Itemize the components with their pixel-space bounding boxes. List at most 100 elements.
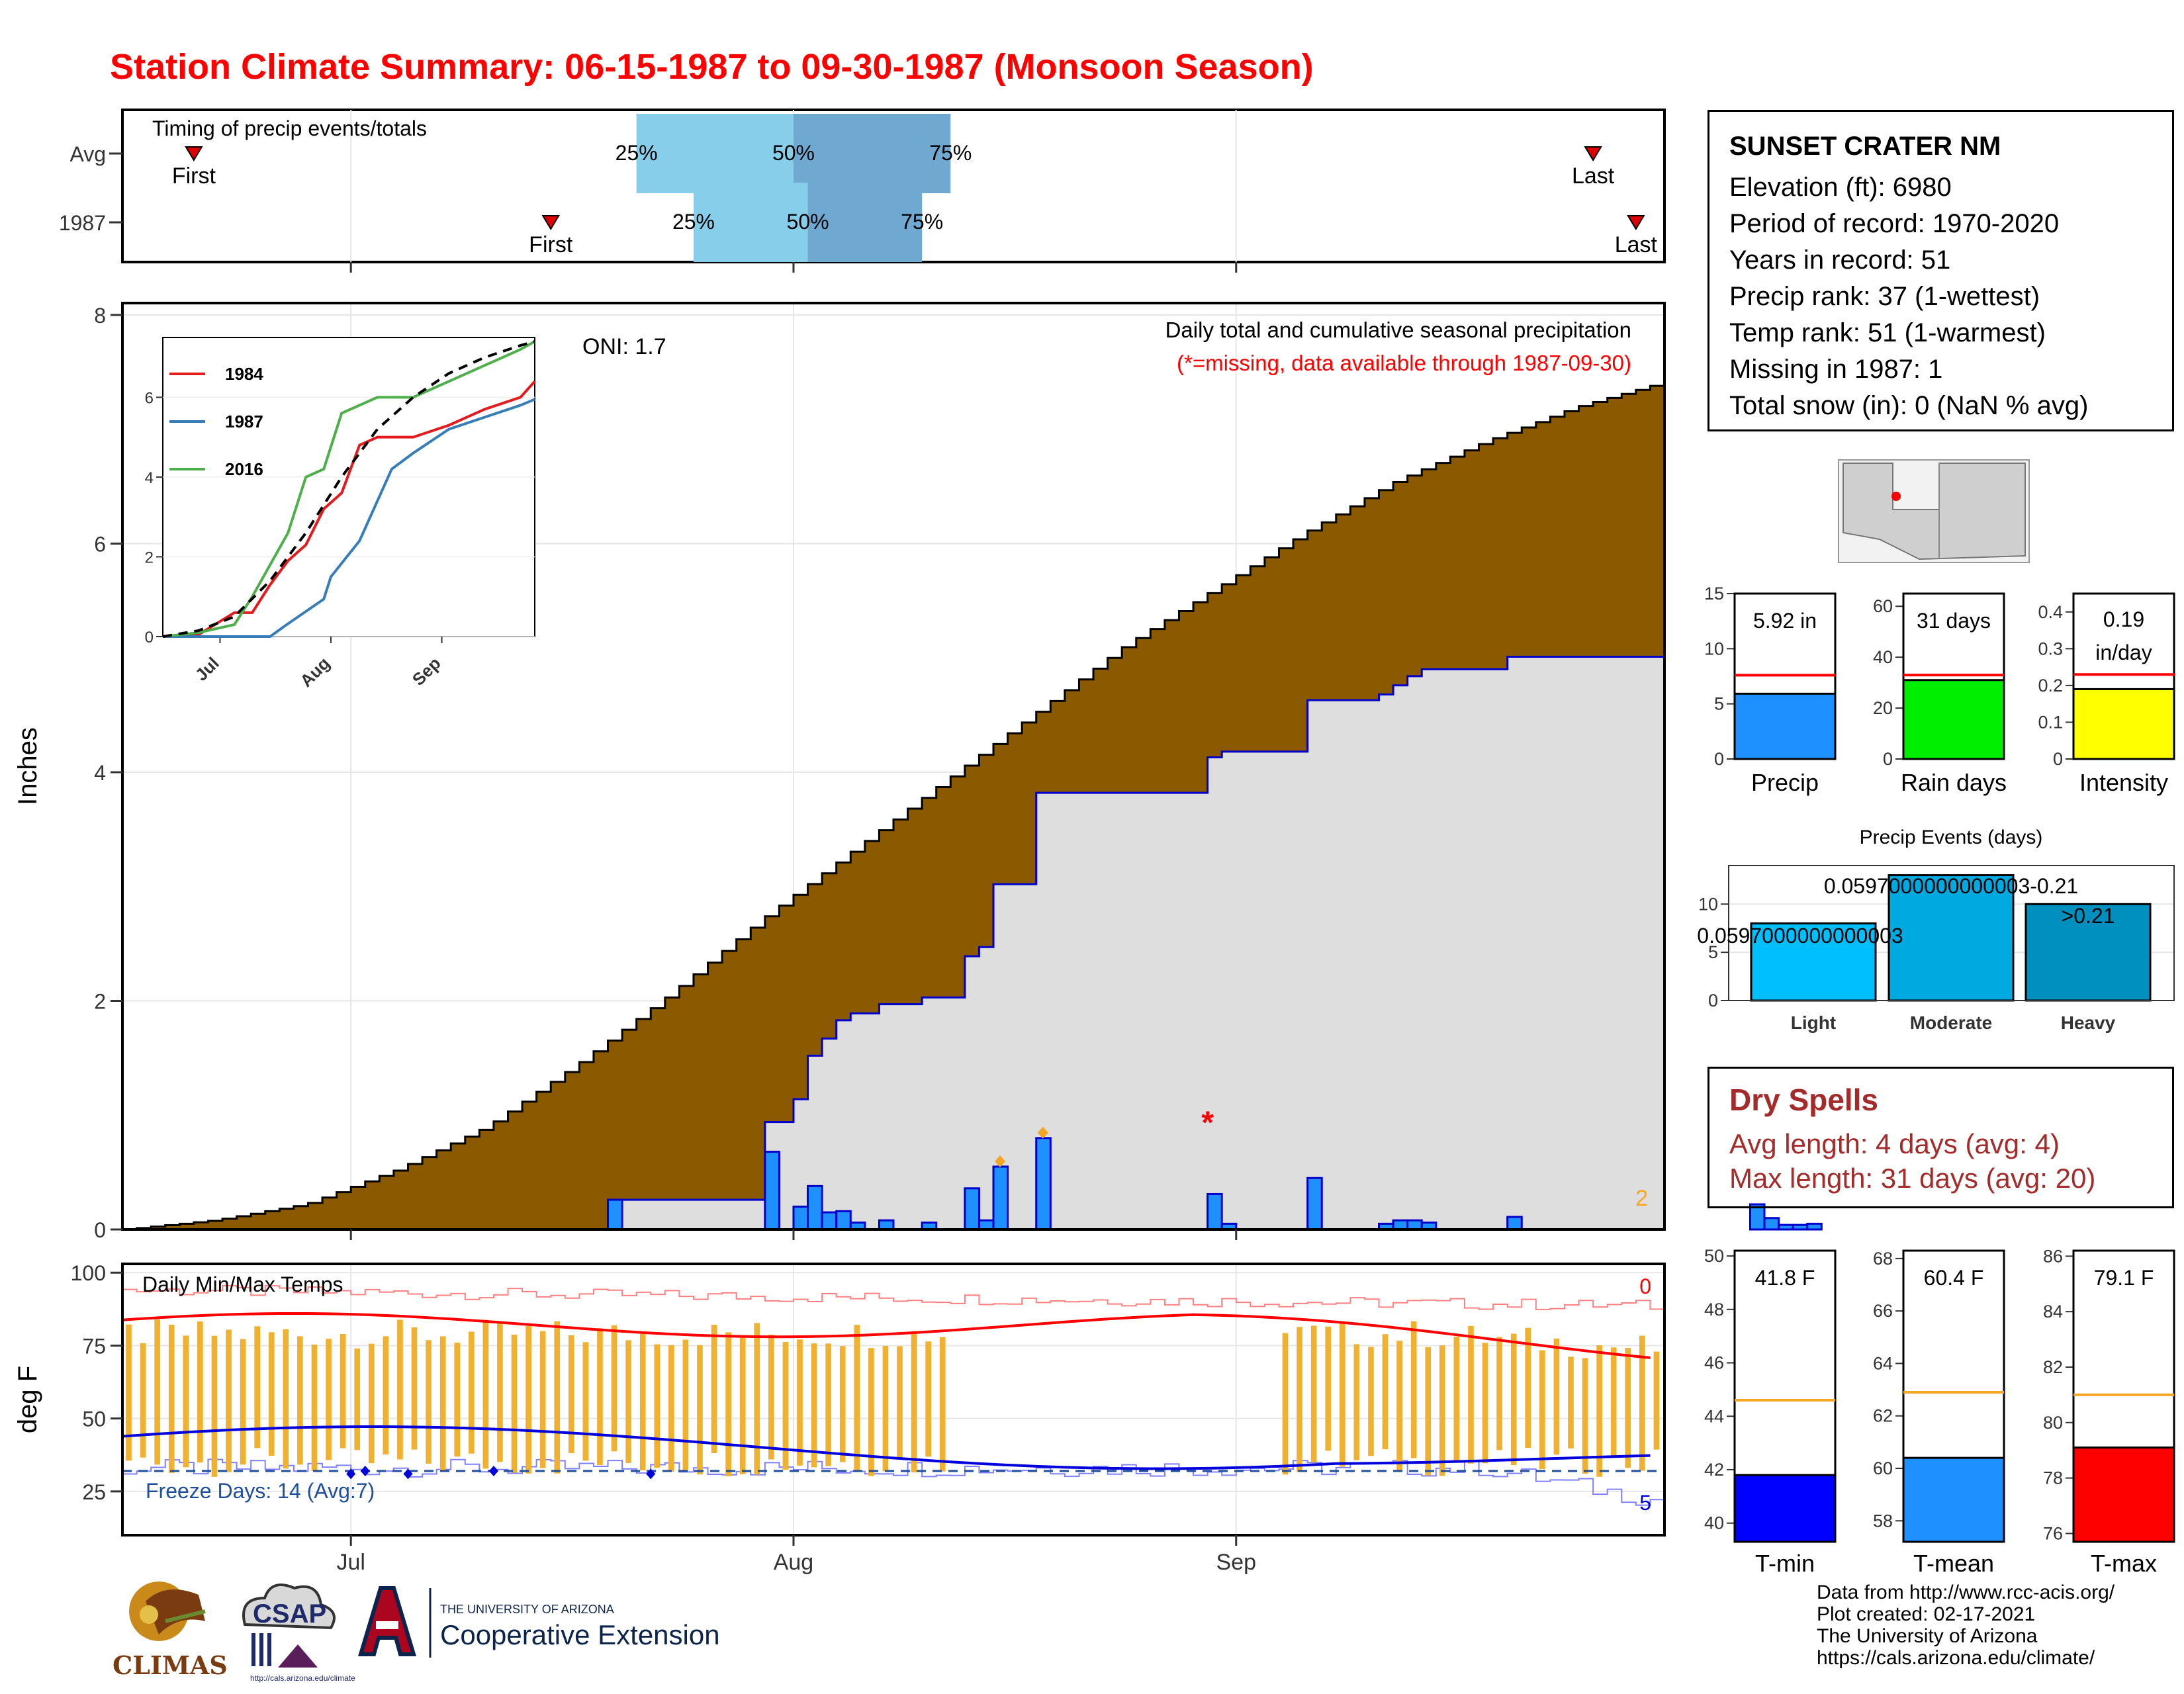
daily-temp-bar-11 bbox=[283, 1329, 289, 1469]
precip-ytick-label-4: 8 bbox=[94, 304, 106, 328]
daily-temp-bar-10 bbox=[268, 1332, 275, 1456]
daily-temp-bar-25 bbox=[482, 1319, 489, 1469]
summary-precip-label-1: Rain days bbox=[1901, 769, 2007, 796]
avg-tmax-line bbox=[122, 1312, 1651, 1359]
temps-ylabel: deg F bbox=[13, 1366, 42, 1433]
precip-events-range-light: 0.0597000000000003 bbox=[1697, 924, 1903, 948]
timing-bar-50-75-1 bbox=[807, 183, 923, 262]
daily-temp-bar-1 bbox=[140, 1343, 146, 1458]
climas-logo: CLIMAS bbox=[113, 1582, 228, 1680]
precip-events-range-moderate: 0.0597000000000003-0.21 bbox=[1824, 874, 2078, 898]
freeze-days-label: Freeze Days: 14 (Avg:7) bbox=[146, 1479, 375, 1503]
daily-precip-bar-15 bbox=[1306, 1177, 1323, 1231]
summary-temp-ytick-label-1-1: 60 bbox=[1873, 1458, 1893, 1478]
summary-precip-ytick-label-1-2: 40 bbox=[1873, 647, 1893, 667]
summary-precip-ytick-label-0-3: 15 bbox=[1704, 584, 1724, 603]
daily-temp-bar-3 bbox=[168, 1324, 175, 1473]
summary-temp-label-0: T-min bbox=[1755, 1550, 1815, 1577]
freeze-day-marker-0 bbox=[346, 1468, 356, 1480]
daily-temp-bar-104 bbox=[1610, 1347, 1617, 1456]
daily-temp-bar-88 bbox=[1382, 1334, 1388, 1450]
summary-temp-value-bar-0 bbox=[1733, 1474, 1837, 1543]
daily-temp-bar-43 bbox=[739, 1337, 746, 1474]
daily-temp-bar-33 bbox=[597, 1328, 603, 1465]
timing-label-75-0: 75% bbox=[929, 141, 972, 165]
precip-ytick-label-2: 4 bbox=[94, 761, 106, 785]
station-line-period: Period of record: 1970-2020 bbox=[1729, 209, 2060, 238]
precip-events-xlabel-light: Light bbox=[1791, 1012, 1836, 1033]
daily-temp-bar-5 bbox=[197, 1321, 203, 1462]
precip-subtitle: (*=missing, data available through 1987-… bbox=[1177, 351, 1631, 375]
temps-ytick-label-3: 100 bbox=[71, 1261, 106, 1285]
credit-url: https://cals.arizona.edu/climate/ bbox=[1817, 1647, 2095, 1669]
timing-bar-25-50-1 bbox=[693, 183, 808, 262]
daily-precip-bar-21 bbox=[1749, 1203, 1766, 1231]
timing-last-marker-0 bbox=[1584, 146, 1602, 161]
summary-temp-value-text-2: 79.1 F bbox=[2094, 1266, 2154, 1290]
daily-temp-bar-54 bbox=[897, 1346, 903, 1460]
temps-title: Daily Min/Max Temps bbox=[142, 1272, 343, 1296]
daily-temp-bar-97 bbox=[1510, 1333, 1517, 1466]
inset-frame bbox=[162, 337, 535, 637]
daily-temp-bar-14 bbox=[326, 1339, 332, 1460]
daily-temp-bar-50 bbox=[839, 1346, 846, 1462]
dry-spells-box: Dry Spells Avg length: 4 days (avg: 4) M… bbox=[1707, 1067, 2174, 1208]
daily-temp-bar-93 bbox=[1453, 1336, 1460, 1462]
inset-legend-label-1987: 1987 bbox=[225, 412, 263, 431]
summary-precip-frame-2 bbox=[2072, 592, 2175, 760]
precip-events-title: Precip Events (days) bbox=[1860, 826, 2043, 848]
timing-first-label-1: First bbox=[529, 232, 573, 257]
daily-temp-bar-4 bbox=[183, 1335, 189, 1468]
credit-source: Data from http://www.rcc-acis.org/ bbox=[1817, 1582, 2115, 1603]
record-high-count: 0 bbox=[1639, 1274, 1651, 1298]
credit-created: Plot created: 02-17-2021 bbox=[1817, 1603, 2036, 1625]
summary-temp-value-bar-1 bbox=[1902, 1456, 2005, 1543]
oni-label: ONI: 1.7 bbox=[582, 334, 666, 359]
daily-temp-bar-45 bbox=[768, 1334, 774, 1460]
daily-temp-bar-16 bbox=[354, 1348, 360, 1450]
precip-events-range-heavy: >0.21 bbox=[2062, 904, 2115, 928]
summary-precip-ytick-label-2-2: 0.2 bbox=[2038, 676, 2063, 695]
daily-temp-bar-12 bbox=[297, 1336, 303, 1465]
daily-temp-bar-7 bbox=[226, 1329, 232, 1472]
daily-temp-bar-39 bbox=[682, 1339, 689, 1472]
daily-temp-bar-53 bbox=[882, 1345, 889, 1472]
daily-temp-bar-101 bbox=[1568, 1357, 1574, 1449]
timing-first-marker-0 bbox=[185, 146, 203, 161]
dry-spells-avg: Avg length: 4 days (avg: 4) bbox=[1729, 1128, 2060, 1159]
inset-series-line-avg bbox=[162, 340, 535, 638]
daily-precip-bar-13 bbox=[1206, 1192, 1223, 1231]
daily-temp-bar-15 bbox=[340, 1334, 346, 1449]
daily-precip-bar-3 bbox=[807, 1184, 823, 1231]
daily-temp-bar-13 bbox=[311, 1344, 318, 1471]
daily-precip-bar-18 bbox=[1406, 1219, 1423, 1231]
daily-temp-bar-20 bbox=[411, 1327, 418, 1450]
daily-temp-bar-32 bbox=[582, 1342, 589, 1461]
summary-precip-ytick-label-0-2: 10 bbox=[1704, 639, 1724, 658]
timing-label-75-1: 75% bbox=[901, 210, 943, 234]
summary-precip-value-bar-0 bbox=[1733, 692, 1837, 760]
csap-logo: CSAP http://cals.arizona.edu/climate bbox=[242, 1583, 355, 1683]
freeze-day-marker-3 bbox=[488, 1466, 498, 1477]
csap-logo-url: http://cals.arizona.edu/climate bbox=[250, 1673, 355, 1683]
summary-precip-value-text-1: 31 days bbox=[1917, 609, 1991, 633]
timing-label-50-0: 50% bbox=[772, 141, 815, 165]
temps-ytick-label-0: 25 bbox=[82, 1480, 106, 1504]
missing-day-marker: * bbox=[1201, 1106, 1214, 1141]
daily-temp-bar-44 bbox=[754, 1323, 760, 1475]
summary-temp-ytick-label-0-3: 46 bbox=[1704, 1353, 1724, 1373]
daily-temp-bar-35 bbox=[625, 1340, 631, 1463]
daily-temp-bar-57 bbox=[939, 1337, 946, 1472]
daily-temp-bar-19 bbox=[397, 1319, 403, 1460]
precip-events-ytick-label-1: 5 bbox=[1708, 942, 1718, 962]
daily-temp-bar-95 bbox=[1482, 1343, 1488, 1464]
inset-series-line-1987 bbox=[163, 398, 535, 638]
station-info-box: SUNSET CRATER NM Elevation (ft): 6980 Pe… bbox=[1707, 110, 2174, 431]
credit-university: The University of Arizona bbox=[1817, 1625, 2038, 1647]
daily-precip-bar-23 bbox=[1778, 1224, 1794, 1231]
summary-temp-ytick-label-2-3: 82 bbox=[2043, 1357, 2063, 1377]
inset-ytick-label-2: 4 bbox=[145, 469, 154, 487]
daily-temp-bar-38 bbox=[668, 1345, 674, 1472]
station-name: SUNSET CRATER NM bbox=[1729, 132, 2001, 161]
summary-temp-ytick-label-2-4: 84 bbox=[2043, 1302, 2063, 1321]
